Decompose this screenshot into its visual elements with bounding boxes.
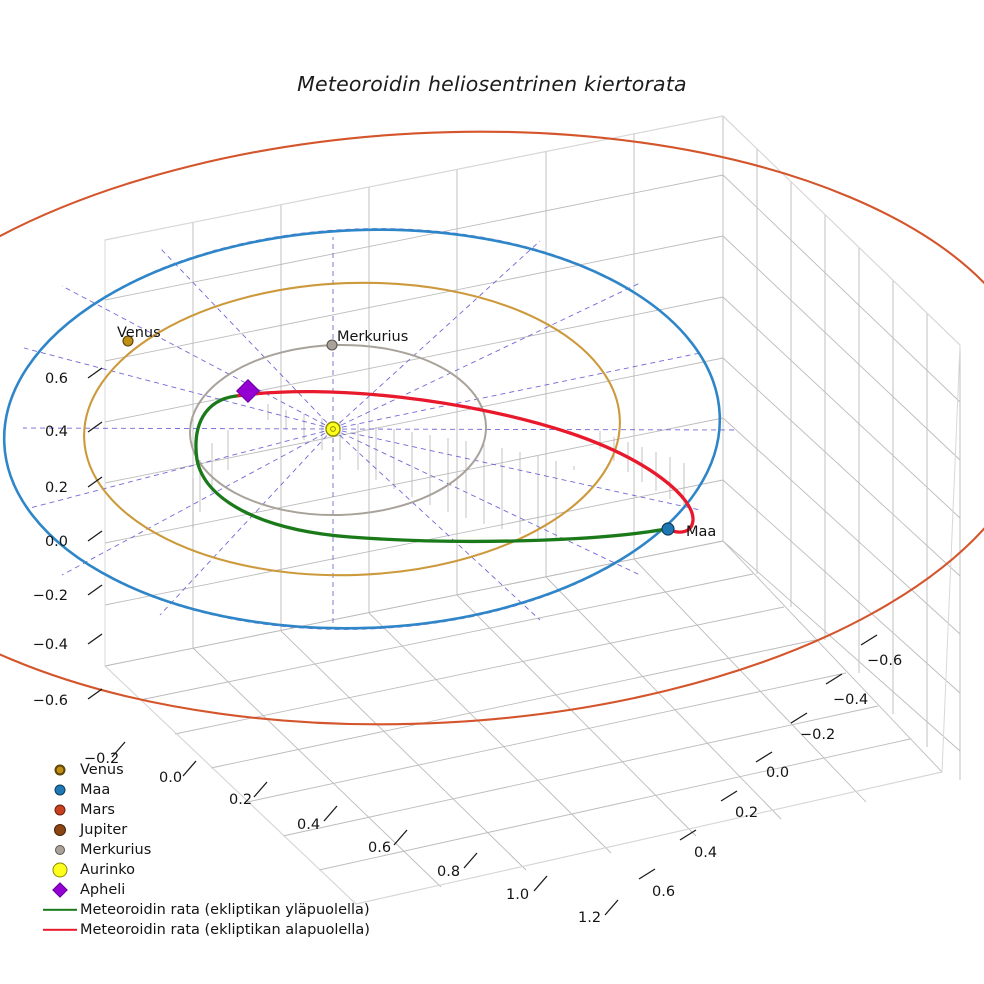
marker-venus[interactable] — [122, 335, 134, 347]
z-tick-label: 0.6 — [44, 371, 68, 387]
legend-line-meteoroid-below-icon — [40, 920, 80, 940]
ecliptic-radial-lines — [22, 237, 737, 629]
y-tick-label: 0.0 — [766, 765, 790, 781]
x-tick-label: 1.2 — [578, 910, 602, 926]
marker-apheli[interactable] — [235, 378, 261, 404]
chart-title: Meteoroidin heliosentrinen kiertorata — [297, 72, 687, 96]
legend-line-meteoroid-above-icon — [40, 900, 80, 920]
legend-label-mars: Mars — [80, 802, 115, 818]
legend-item-meteoroid-below[interactable]: Meteoroidin rata (ekliptikan alapuolella… — [40, 920, 370, 940]
y-tick-label: 0.2 — [735, 805, 759, 821]
legend-item-merkurius[interactable]: Merkurius — [40, 840, 360, 860]
meteoroid-drop-stems — [192, 404, 685, 541]
y-tick-label: 0.6 — [652, 884, 676, 900]
x-tick-label: 1.0 — [506, 887, 530, 903]
legend-item-aurinko[interactable]: Aurinko — [40, 860, 360, 880]
marker-maa[interactable] — [661, 522, 675, 536]
legend-label-jupiter: Jupiter — [80, 822, 128, 838]
meteoroid-orbit-above-ecliptic — [194, 394, 670, 544]
z-tick-label: 0.2 — [44, 480, 68, 496]
marker-merkurius[interactable] — [326, 339, 338, 351]
legend-item-jupiter[interactable]: Jupiter — [40, 820, 360, 840]
legend-item-venus[interactable]: Venus — [40, 760, 360, 780]
sun-core-icon — [330, 426, 336, 432]
annotation-venus: Venus — [117, 325, 161, 341]
pane-right-wall — [722, 115, 961, 780]
legend-label-meteoroid-above: Meteoroidin rata (ekliptikan yläpuolella… — [80, 902, 370, 918]
z-tick-label: −0.4 — [32, 637, 68, 653]
x-tick-label: 0.6 — [368, 840, 392, 856]
legend-marker-venus-icon — [40, 760, 80, 780]
x-tick-label: 0.2 — [229, 792, 253, 808]
z-tick-label: 0.0 — [44, 534, 68, 550]
legend-marker-mars-icon — [40, 800, 80, 820]
legend-marker-aurinko-icon — [40, 860, 80, 880]
z-tick-label: 0.4 — [44, 424, 68, 440]
z-tick-label: −0.2 — [32, 588, 68, 604]
y-tick-label: −0.6 — [867, 653, 903, 669]
pane-left-wall — [104, 115, 724, 667]
chart-legend: Venus Maa Mars Jupiter Merkurius — [40, 760, 370, 940]
legend-label-apheli: Apheli — [80, 882, 126, 898]
legend-item-meteoroid-above[interactable]: Meteoroidin rata (ekliptikan yläpuolella… — [40, 900, 370, 920]
legend-marker-merkurius-icon — [40, 840, 80, 860]
legend-label-maa: Maa — [80, 782, 111, 798]
annotation-merkurius: Merkurius — [337, 329, 409, 345]
x-tick-label: 0.0 — [159, 770, 183, 786]
axis-tick-marks — [87, 367, 878, 916]
body-markers — [122, 335, 675, 536]
x-tick-label: −0.2 — [84, 751, 120, 767]
meteoroid-orbit-below-ecliptic — [234, 389, 695, 534]
y-tick-label: −0.4 — [833, 692, 869, 708]
legend-label-aurinko: Aurinko — [80, 862, 136, 878]
legend-label-venus: Venus — [80, 762, 124, 778]
y-tick-label: 0.4 — [694, 845, 718, 861]
x-tick-label: 0.4 — [297, 817, 321, 833]
orbit-venus — [83, 281, 621, 577]
marker-aurinko[interactable] — [325, 421, 341, 437]
orbit-earth — [2, 228, 722, 630]
orbit-mars — [0, 130, 984, 726]
annotation-maa: Maa — [686, 524, 717, 540]
legend-item-apheli[interactable]: Apheli — [40, 880, 360, 900]
legend-marker-apheli-icon — [40, 880, 80, 900]
axes-pane-edges — [104, 115, 961, 905]
x-tick-label: 0.8 — [437, 864, 461, 880]
legend-marker-jupiter-icon — [40, 820, 80, 840]
legend-item-maa[interactable]: Maa — [40, 780, 360, 800]
legend-label-merkurius: Merkurius — [80, 842, 152, 858]
y-tick-label: −0.2 — [800, 727, 836, 743]
z-tick-label: −0.6 — [32, 693, 68, 709]
legend-marker-maa-icon — [40, 780, 80, 800]
legend-item-mars[interactable]: Mars — [40, 800, 360, 820]
legend-label-meteoroid-below: Meteoroidin rata (ekliptikan alapuolella… — [80, 922, 370, 938]
